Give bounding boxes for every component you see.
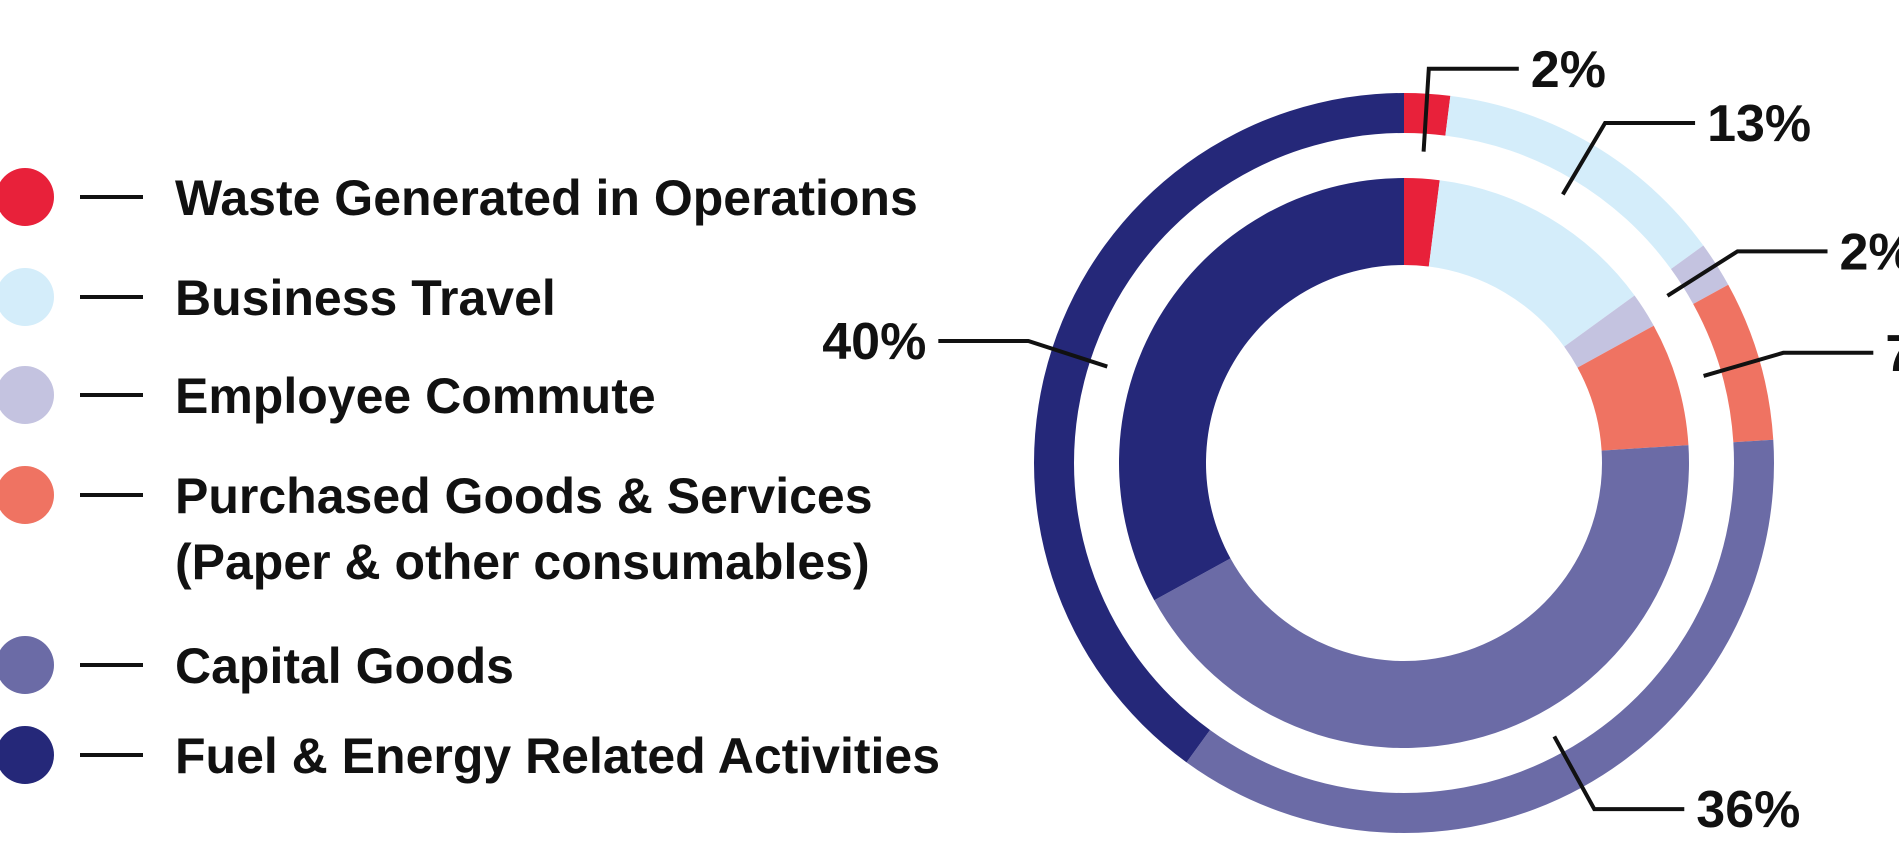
value-label-employee-commute: 2% [1840, 223, 1899, 281]
legend-label-waste-generated-in-operations: Waste Generated in Operations [175, 170, 918, 226]
value-label-business-travel: 13% [1707, 95, 1811, 153]
inner-slice-waste-generated-in-operations [1404, 178, 1440, 267]
legend-swatch-capital-goods [0, 636, 54, 694]
outer-slice-business-travel [1445, 95, 1704, 270]
legend-label-capital-goods: Capital Goods [175, 638, 514, 694]
legend-swatch-business-travel [0, 268, 54, 326]
leader-line-purchased-goods-and-services-paper-and-other-consumables [1703, 350, 1874, 378]
legend-label-business-travel: Business Travel [175, 270, 556, 326]
leader-line-capital-goods [1552, 735, 1685, 812]
outer-slice-fuel-and-energy-related-activities [1033, 93, 1404, 763]
value-labels: 2% 13% 2% 7% 36% 40% [822, 41, 1899, 839]
legend-swatch-employee-commute [0, 366, 54, 424]
legend-swatch-fuel-and-energy-related-activities [0, 726, 54, 784]
value-label-purchased-goods-and-services-paper-and-other-consumables: 7% [1885, 325, 1899, 383]
value-label-fuel-and-energy-related-activities: 40% [822, 313, 926, 371]
leader-line-business-travel [1561, 121, 1696, 196]
value-label-waste-generated-in-operations: 2% [1531, 41, 1606, 99]
inner-slice-business-travel [1428, 180, 1635, 347]
inner-slice-capital-goods [1154, 445, 1689, 748]
legend-label-purchased-goods-and-services-line2: (Paper & other consumables) [175, 534, 870, 590]
inner-slice-employee-commute [1564, 295, 1654, 368]
inner-ring [1119, 177, 1689, 748]
leader-line-employee-commute [1666, 249, 1828, 298]
legend-label-purchased-goods-and-services: Purchased Goods & Services [175, 468, 873, 524]
legend-label-employee-commute: Employee Commute [175, 368, 656, 424]
inner-slice-fuel-and-energy-related-activities [1119, 177, 1405, 601]
outer-slice-capital-goods [1186, 439, 1775, 834]
legend-swatch-purchased-goods-and-services [0, 466, 54, 524]
leader-line-waste-generated-in-operations [1421, 66, 1519, 152]
legend-label-fuel-and-energy-related-activities: Fuel & Energy Related Activities [175, 728, 940, 784]
value-label-capital-goods: 36% [1696, 781, 1800, 839]
legend-swatch-waste-generated-in-operations [0, 168, 54, 226]
leader-line-fuel-and-energy-related-activities [938, 338, 1108, 369]
outer-slice-purchased-goods-and-services-paper-and-other-consumables [1693, 284, 1774, 443]
legend: Waste Generated in Operations Business Tr… [0, 168, 940, 784]
inner-slice-purchased-goods-and-services-paper-and-other-consumables [1577, 325, 1689, 451]
